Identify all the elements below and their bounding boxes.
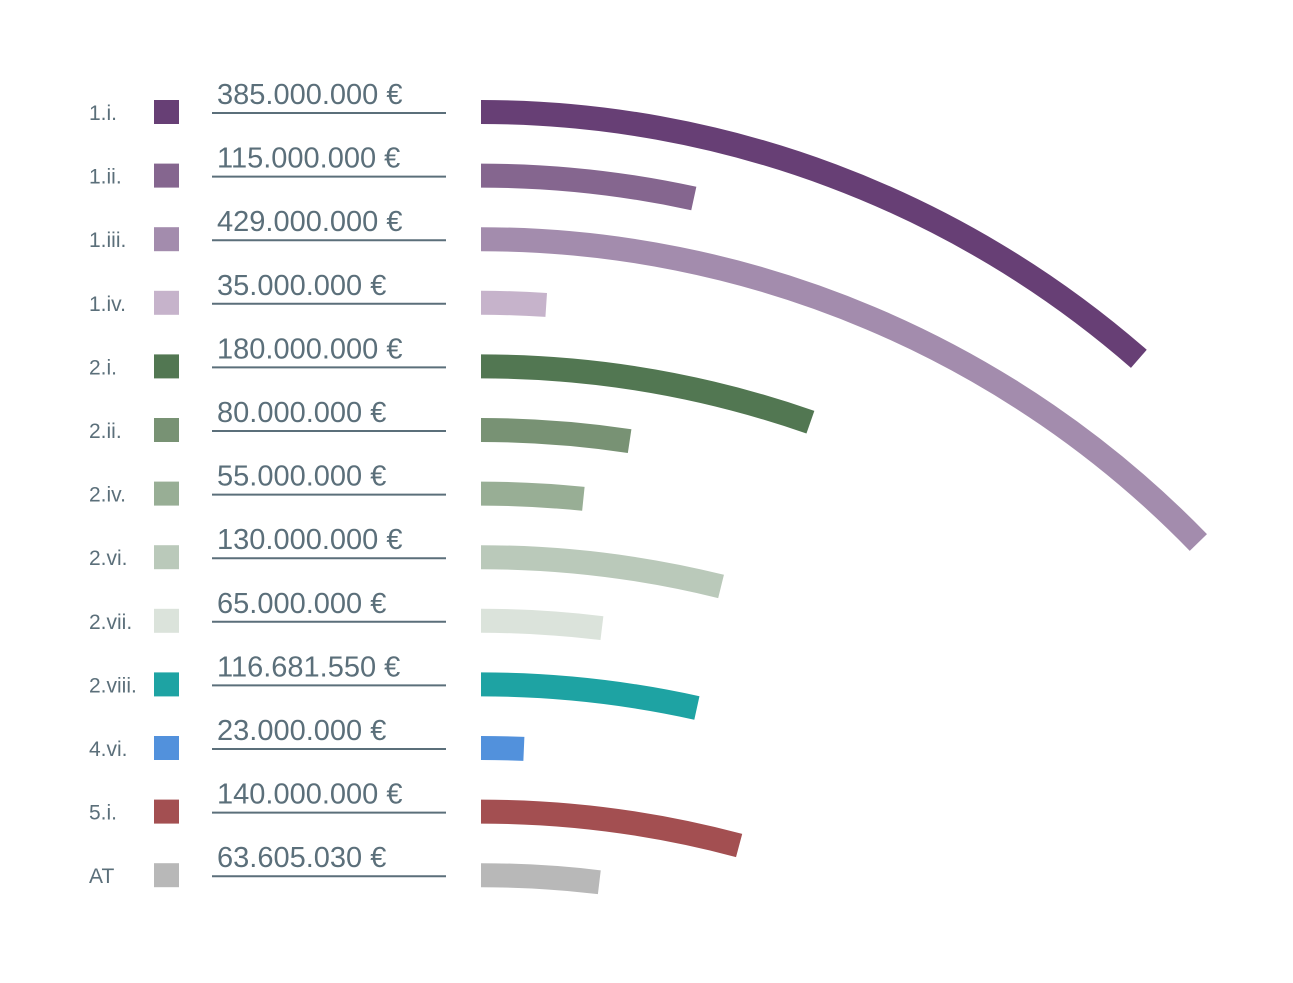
row-value-label: 180.000.000 € <box>217 333 402 365</box>
legend-swatch <box>154 736 179 760</box>
legend-swatch <box>154 481 179 506</box>
row-code-label: 1.iv. <box>89 293 126 316</box>
row-value-label: 130.000.000 € <box>217 524 402 556</box>
legend-swatch <box>154 863 179 888</box>
legend-swatch <box>154 163 179 188</box>
chart-row: 2.i. 180.000.000 € <box>89 333 815 434</box>
arc-bar <box>480 418 632 453</box>
row-code-label: 1.ii. <box>89 166 122 189</box>
row-code-label: 1.iii. <box>89 229 126 252</box>
row-code-label: 2.viii. <box>89 674 137 697</box>
row-code-label: 4.vi. <box>89 738 128 761</box>
chart-row: 1.iii. 429.000.000 € <box>89 206 1207 551</box>
chart-row: 1.i. 385.000.000 € <box>89 79 1147 368</box>
legend-swatch <box>154 100 179 124</box>
arc-bar <box>480 863 601 895</box>
legend-swatch <box>154 418 179 442</box>
arc-bar <box>480 290 548 317</box>
arc-bar <box>480 545 724 599</box>
row-code-label: 2.iv. <box>89 484 126 507</box>
chart-row: 4.vi. 23.000.000 € <box>89 715 525 761</box>
row-code-label: 2.ii. <box>89 420 122 443</box>
chart-row: 1.iv. 35.000.000 € <box>89 270 548 317</box>
chart-rows: 1.i. 385.000.000 € 1.ii. 115.000.000 € 1.iii… <box>89 79 1207 895</box>
row-value-label: 116.681.550 € <box>217 651 400 683</box>
arc-bar <box>480 736 525 761</box>
arc-bar <box>480 672 700 720</box>
arc-bar <box>480 163 697 211</box>
legend-swatch <box>154 227 179 252</box>
row-value-label: 55.000.000 € <box>217 461 386 493</box>
arc-bar <box>480 227 1207 551</box>
arc-bar <box>480 354 815 434</box>
chart-row: 1.ii. 115.000.000 € <box>89 143 697 211</box>
row-code-label: AT <box>89 865 114 888</box>
row-code-label: 2.vii. <box>89 611 132 634</box>
arc-bar <box>480 100 1147 368</box>
row-code-label: 2.i. <box>89 356 117 379</box>
legend-swatch <box>154 545 179 570</box>
row-value-label: 385.000.000 € <box>217 79 402 111</box>
chart-row: 2.ii. 80.000.000 € <box>89 397 632 453</box>
legend-swatch <box>154 799 179 824</box>
row-value-label: 23.000.000 € <box>217 715 386 747</box>
legend-swatch <box>154 354 179 379</box>
chart-row: 2.vii. 65.000.000 € <box>89 588 604 641</box>
legend-swatch <box>154 608 179 633</box>
row-value-label: 80.000.000 € <box>217 397 386 429</box>
row-code-label: 5.i. <box>89 802 117 825</box>
chart-row: AT 63.605.030 € <box>89 842 601 895</box>
legend-swatch <box>154 672 179 697</box>
chart-row: 2.viii. 116.681.550 € <box>89 651 700 720</box>
row-value-label: 140.000.000 € <box>217 779 402 811</box>
row-value-label: 65.000.000 € <box>217 588 386 620</box>
chart-row: 2.vi. 130.000.000 € <box>89 524 724 599</box>
row-value-label: 63.605.030 € <box>217 842 386 874</box>
row-code-label: 2.vi. <box>89 547 128 570</box>
row-value-label: 35.000.000 € <box>217 270 386 302</box>
legend-swatch <box>154 290 179 315</box>
chart-row: 5.i. 140.000.000 € <box>89 779 743 858</box>
arc-bar <box>480 481 585 511</box>
row-value-label: 115.000.000 € <box>217 143 400 175</box>
row-value-label: 429.000.000 € <box>217 206 402 238</box>
arc-bar <box>480 799 743 858</box>
row-code-label: 1.i. <box>89 102 117 125</box>
arc-bar <box>480 608 604 641</box>
chart-row: 2.iv. 55.000.000 € <box>89 461 585 511</box>
